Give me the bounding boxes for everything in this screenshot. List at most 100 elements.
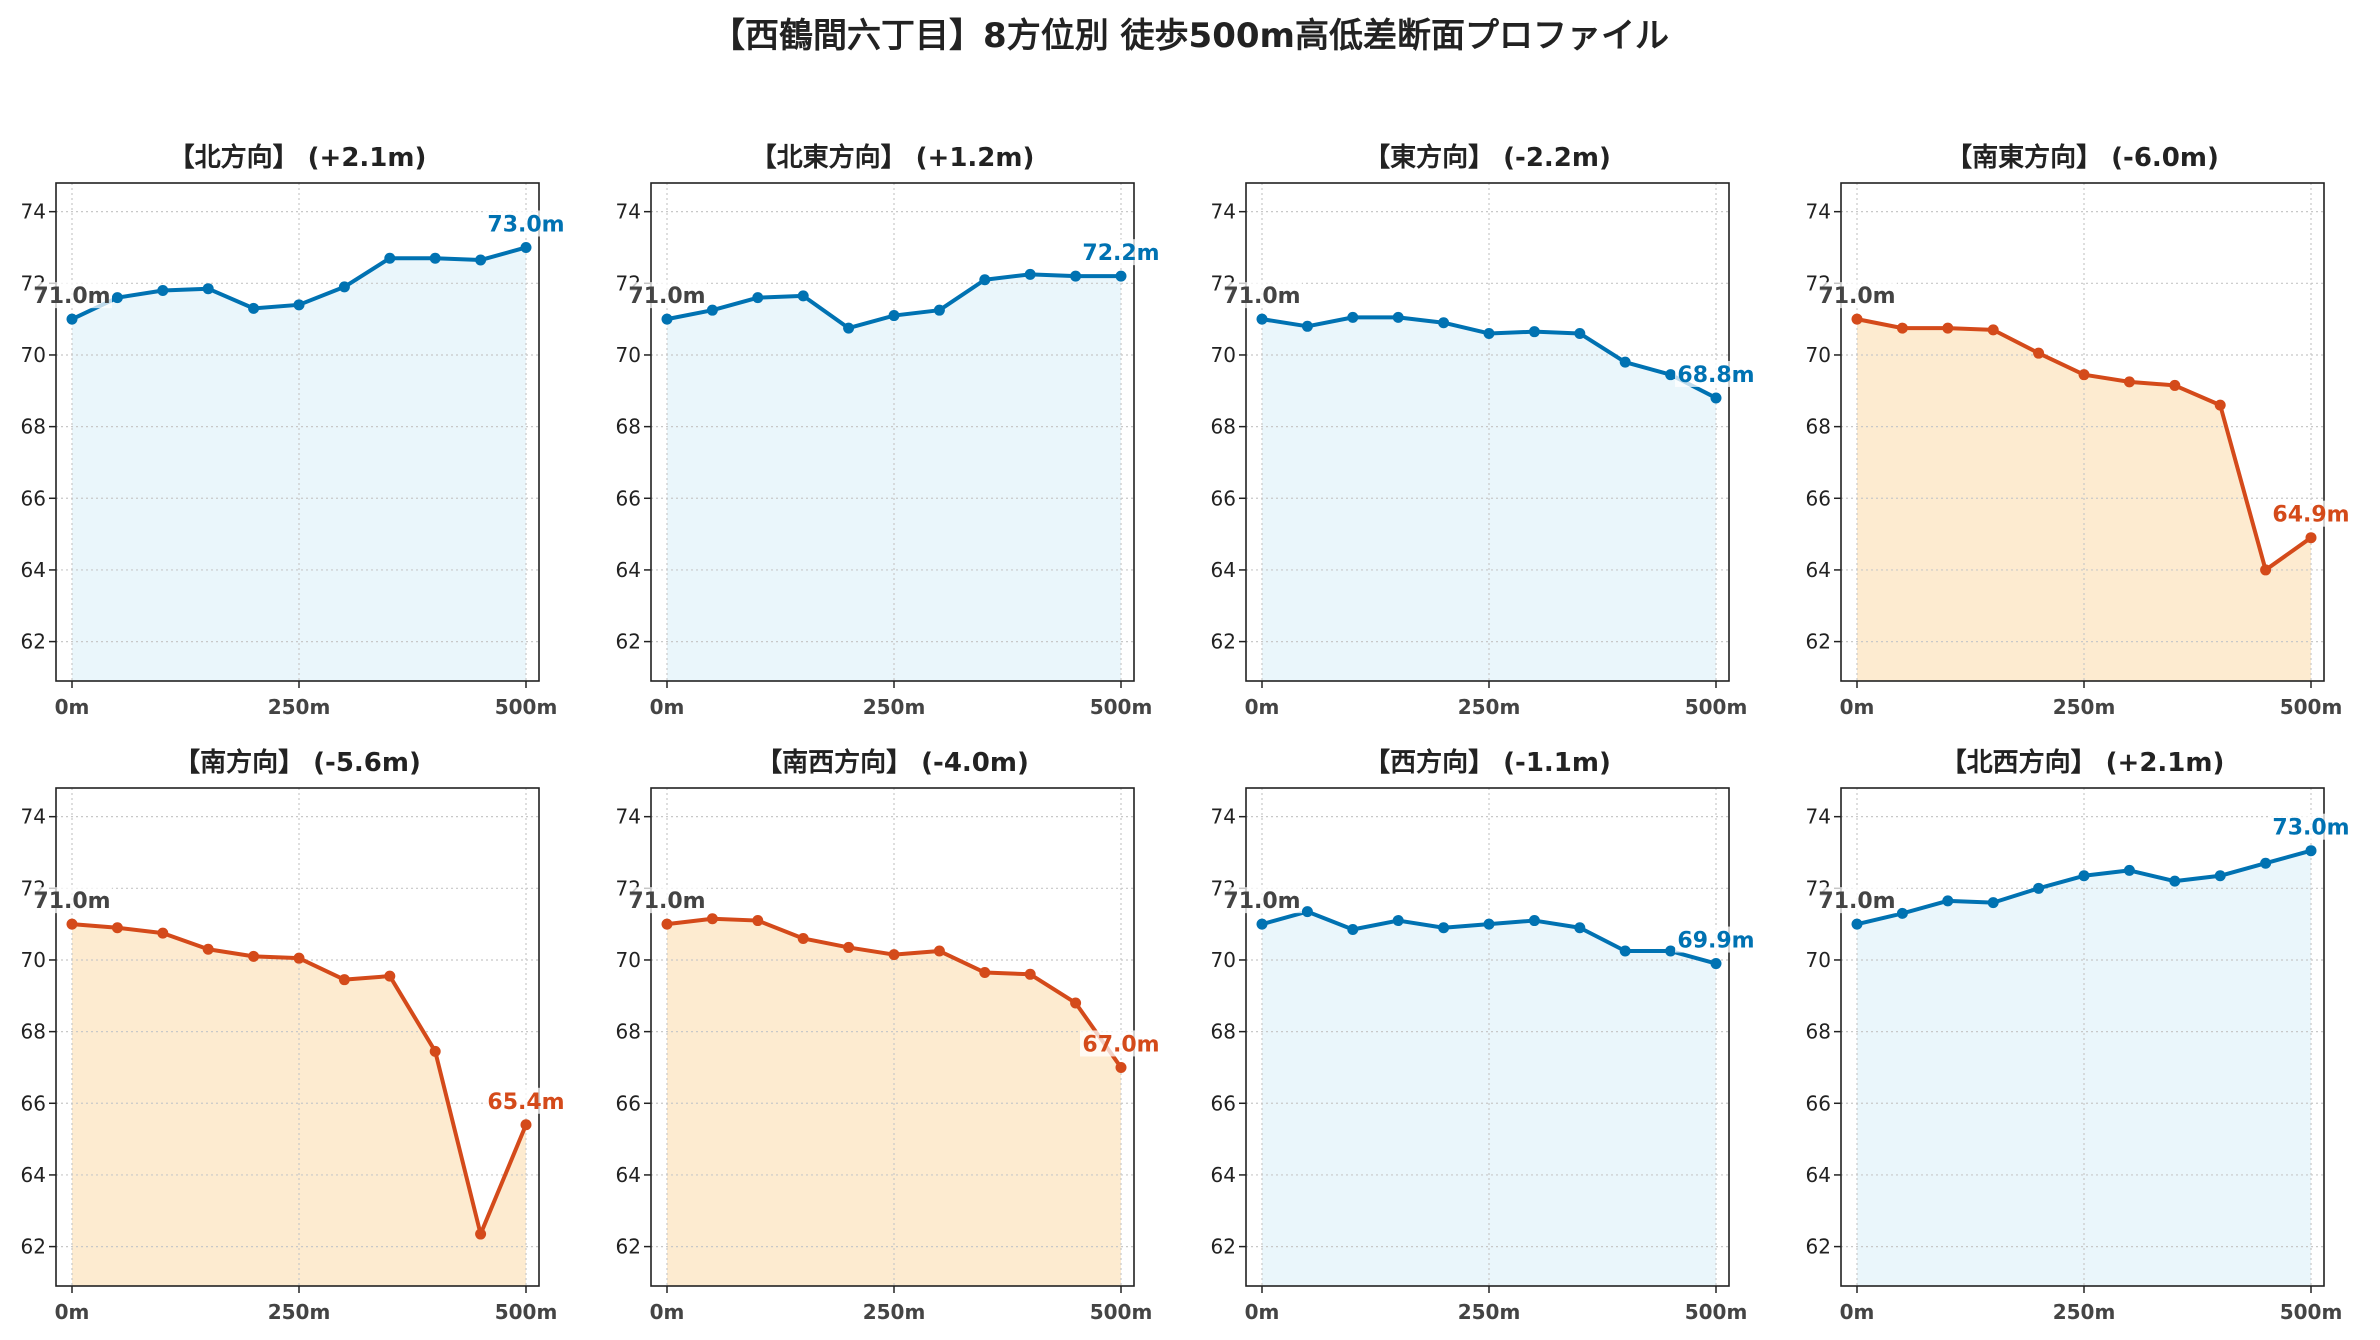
y-tick-label: 66 <box>616 486 641 510</box>
data-point <box>429 252 441 264</box>
y-tick-label: 68 <box>21 1020 46 1044</box>
plot-frame <box>55 787 540 1287</box>
start-elevation-label: 71.0m <box>1818 284 1895 309</box>
data-point <box>1483 918 1495 930</box>
data-point <box>202 943 214 955</box>
y-tick-label: 68 <box>616 1020 641 1044</box>
y-tick-label: 74 <box>1806 805 1831 829</box>
data-point <box>293 952 305 964</box>
data-point <box>429 1045 441 1057</box>
y-tick-label: 68 <box>1806 415 1831 439</box>
start-label-bg <box>32 282 112 309</box>
x-tick-label: 0m <box>1245 695 1280 719</box>
data-point <box>888 310 900 322</box>
start-label-bg <box>32 887 112 914</box>
y-tick-label: 70 <box>21 948 46 972</box>
y-tick-label: 64 <box>616 1163 641 1187</box>
data-point <box>1256 313 1268 325</box>
end-elevation-label: 73.0m <box>2272 816 2349 841</box>
data-point <box>797 932 809 944</box>
data-point <box>843 322 855 334</box>
x-tick-label: 250m <box>268 1300 331 1324</box>
x-tick-label: 500m <box>1090 695 1153 719</box>
y-tick-label: 74 <box>21 805 46 829</box>
end-label-bg <box>485 210 567 237</box>
y-tick-label: 74 <box>1211 200 1236 224</box>
end-label-bg <box>1080 1030 1162 1057</box>
x-tick-label: 250m <box>2053 695 2116 719</box>
data-point <box>1392 311 1404 323</box>
y-tick-label: 68 <box>1806 1020 1831 1044</box>
data-point <box>1528 326 1540 338</box>
x-tick-label: 0m <box>1840 1300 1875 1324</box>
data-point <box>706 913 718 925</box>
start-label-bg <box>627 887 707 914</box>
data-point <box>384 970 396 982</box>
end-label-bg <box>1080 239 1162 266</box>
data-point <box>2123 864 2135 876</box>
end-elevation-label: 72.2m <box>1082 241 1159 266</box>
y-tick-label: 64 <box>1806 1163 1831 1187</box>
end-label-bg <box>2270 500 2352 527</box>
y-tick-label: 74 <box>1211 805 1236 829</box>
data-point <box>1619 356 1631 368</box>
x-tick-label: 500m <box>2280 695 2343 719</box>
data-point <box>1851 313 1863 325</box>
y-tick-label: 62 <box>1806 630 1831 654</box>
y-tick-label: 74 <box>21 200 46 224</box>
start-elevation-label: 71.0m <box>628 889 705 914</box>
data-point <box>1347 311 1359 323</box>
y-tick-label: 66 <box>1806 1091 1831 1115</box>
y-tick-label: 62 <box>21 1235 46 1259</box>
start-elevation-label: 71.0m <box>33 284 110 309</box>
data-point <box>1115 270 1127 282</box>
end-label-bg <box>485 1087 567 1114</box>
data-point <box>1438 317 1450 329</box>
start-elevation-label: 71.0m <box>628 284 705 309</box>
start-elevation-label: 71.0m <box>1223 284 1300 309</box>
data-point <box>1024 968 1036 980</box>
x-tick-label: 500m <box>1090 1300 1153 1324</box>
data-point <box>1347 924 1359 936</box>
data-point <box>520 241 532 253</box>
x-tick-label: 250m <box>1458 1300 1521 1324</box>
plot-frame <box>1245 787 1730 1287</box>
data-point <box>979 274 991 286</box>
chart-panel: 【南東方向】 (-6.0m)626466687072740m250m500m71… <box>1806 142 2352 719</box>
x-tick-label: 500m <box>1685 1300 1748 1324</box>
data-point <box>111 292 123 304</box>
end-elevation-label: 67.0m <box>1082 1032 1159 1057</box>
x-tick-label: 500m <box>495 695 558 719</box>
data-point <box>338 281 350 293</box>
x-tick-label: 250m <box>268 695 331 719</box>
data-point <box>66 918 78 930</box>
chart-panel: 【北東方向】 (+1.2m)626466687072740m250m500m71… <box>616 142 1162 719</box>
data-point <box>157 284 169 296</box>
chart-title: 【北方向】 (+2.1m) <box>169 142 427 173</box>
data-point <box>2260 564 2272 576</box>
data-point <box>1115 1061 1127 1073</box>
y-tick-label: 74 <box>616 200 641 224</box>
data-point <box>157 927 169 939</box>
start-label-bg <box>1222 887 1302 914</box>
y-tick-label: 64 <box>1211 1163 1236 1187</box>
y-tick-label: 74 <box>1806 200 1831 224</box>
x-tick-label: 0m <box>650 695 685 719</box>
start-label-bg <box>1222 282 1302 309</box>
chart-title: 【南方向】 (-5.6m) <box>174 747 421 778</box>
y-tick-label: 66 <box>1211 1091 1236 1115</box>
y-tick-label: 64 <box>1806 558 1831 582</box>
end-elevation-label: 68.8m <box>1677 363 1754 388</box>
data-point <box>2214 399 2226 411</box>
data-point <box>1665 369 1677 381</box>
end-label-bg <box>2270 813 2352 840</box>
data-point <box>338 974 350 986</box>
chart-title: 【南東方向】 (-6.0m) <box>1946 142 2219 173</box>
data-point <box>1574 922 1586 934</box>
y-tick-label: 62 <box>1806 1235 1831 1259</box>
y-tick-label: 68 <box>1211 1020 1236 1044</box>
data-point <box>2305 532 2317 544</box>
data-point <box>1619 945 1631 957</box>
data-point <box>1301 906 1313 918</box>
